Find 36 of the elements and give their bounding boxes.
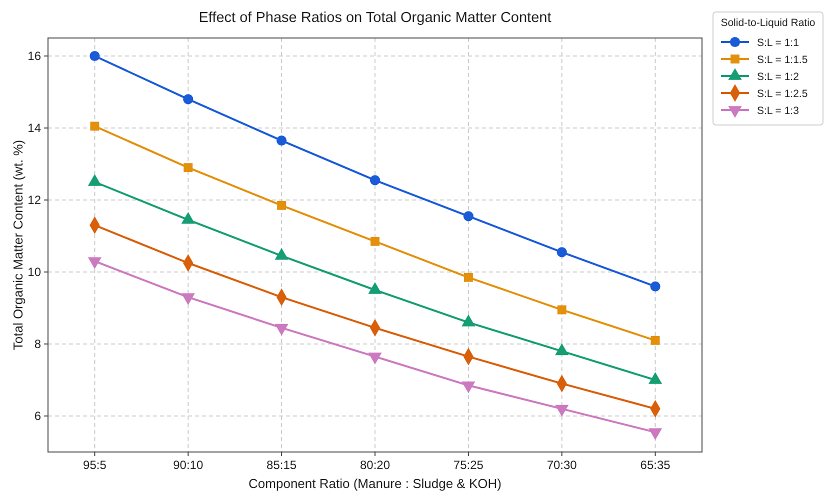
legend-label: S:L = 1:2.5 xyxy=(757,88,808,100)
legend-label: S:L = 1:3 xyxy=(757,105,800,117)
point xyxy=(370,236,380,246)
y-tick-label: 14 xyxy=(28,121,42,135)
point xyxy=(277,200,286,210)
point xyxy=(464,272,473,282)
x-tick-label: 70:30 xyxy=(546,458,578,472)
point xyxy=(650,336,660,345)
point xyxy=(90,50,100,62)
y-tick-label: 8 xyxy=(34,337,42,351)
y-tick-label: 16 xyxy=(28,49,42,63)
legend-label: S:L = 1:1.5 xyxy=(757,54,808,66)
y-axis-title: Total Organic Matter Content (wt. %) xyxy=(10,140,26,350)
point xyxy=(557,305,566,314)
x-tick-label: 65:35 xyxy=(640,458,671,472)
point xyxy=(90,122,100,131)
x-tick-label: 80:20 xyxy=(360,458,390,472)
legend-label: S:L = 1:2 xyxy=(757,71,800,83)
point xyxy=(650,281,660,292)
point xyxy=(463,211,474,222)
point xyxy=(276,136,287,146)
legend-title: Solid-to-Liquid Ratio xyxy=(720,17,816,29)
y-tick-label: 10 xyxy=(28,265,42,279)
point xyxy=(183,94,194,104)
x-tick-label: 90:10 xyxy=(173,458,204,472)
y-tick-label: 6 xyxy=(34,409,42,423)
legend-label: S:L = 1:1 xyxy=(757,37,800,49)
chart-title: Effect of Phase Ratios on Total Organic Matter Content xyxy=(198,10,552,26)
point xyxy=(184,163,193,172)
point xyxy=(556,247,567,258)
y-tick-label: 12 xyxy=(28,193,42,207)
x-tick-label: 85:15 xyxy=(266,458,297,472)
x-axis-title: Component Ratio (Manure : Sludge & KOH) xyxy=(248,476,502,491)
point xyxy=(370,175,380,186)
x-tick-label: 75:25 xyxy=(453,458,484,472)
x-tick-label: 95:5 xyxy=(83,458,107,472)
